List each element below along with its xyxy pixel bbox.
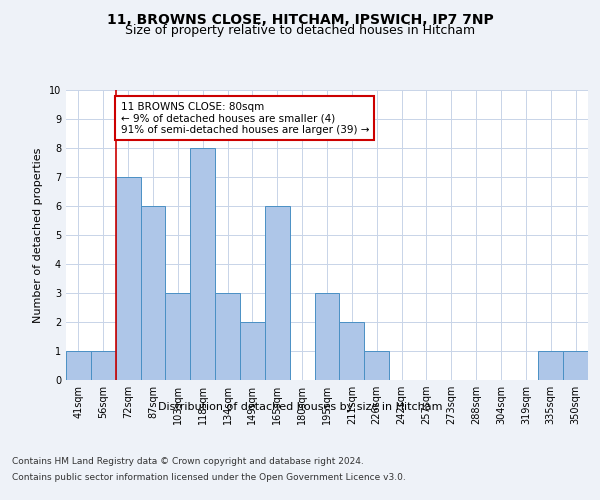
- Bar: [116, 177, 140, 380]
- Text: Contains HM Land Registry data © Crown copyright and database right 2024.: Contains HM Land Registry data © Crown c…: [12, 458, 364, 466]
- Y-axis label: Number of detached properties: Number of detached properties: [34, 148, 43, 322]
- Bar: [314, 293, 340, 380]
- Bar: [66, 351, 91, 380]
- Text: Distribution of detached houses by size in Hitcham: Distribution of detached houses by size …: [158, 402, 442, 412]
- Bar: [166, 293, 190, 380]
- Bar: [538, 351, 563, 380]
- Text: Size of property relative to detached houses in Hitcham: Size of property relative to detached ho…: [125, 24, 475, 37]
- Bar: [190, 148, 215, 380]
- Bar: [91, 351, 116, 380]
- Bar: [364, 351, 389, 380]
- Bar: [140, 206, 166, 380]
- Text: 11 BROWNS CLOSE: 80sqm
← 9% of detached houses are smaller (4)
91% of semi-detac: 11 BROWNS CLOSE: 80sqm ← 9% of detached …: [121, 102, 369, 135]
- Text: 11, BROWNS CLOSE, HITCHAM, IPSWICH, IP7 7NP: 11, BROWNS CLOSE, HITCHAM, IPSWICH, IP7 …: [107, 12, 493, 26]
- Bar: [340, 322, 364, 380]
- Text: Contains public sector information licensed under the Open Government Licence v3: Contains public sector information licen…: [12, 472, 406, 482]
- Bar: [240, 322, 265, 380]
- Bar: [215, 293, 240, 380]
- Bar: [563, 351, 588, 380]
- Bar: [265, 206, 290, 380]
